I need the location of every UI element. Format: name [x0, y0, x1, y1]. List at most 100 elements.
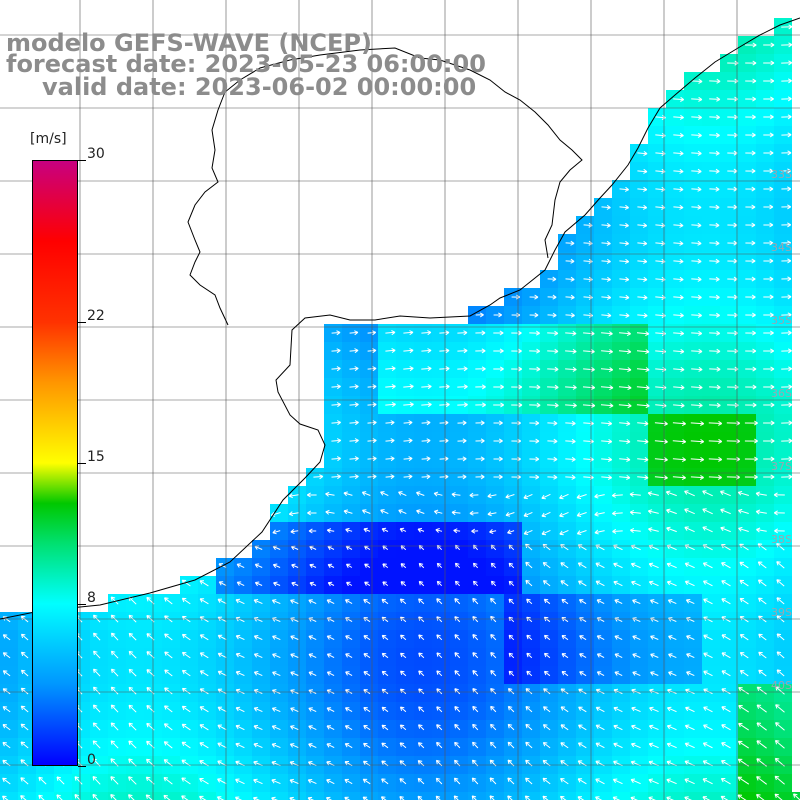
wind-arrow: [181, 705, 191, 713]
wind-arrow: [381, 527, 389, 533]
wind-arrow: [763, 114, 774, 120]
wind-arrow: [618, 349, 632, 355]
wind-arrow: [399, 778, 407, 785]
wind-speed-cell: [702, 792, 720, 800]
wind-arrow: [648, 742, 659, 749]
wind-arrow: [490, 670, 497, 677]
wind-arrow: [128, 794, 135, 800]
wind-arrow: [290, 653, 299, 658]
wind-arrow: [421, 474, 431, 480]
wind-arrow: [253, 742, 263, 749]
wind-arrow: [756, 722, 767, 731]
wind-arrow: [673, 114, 684, 120]
wind-arrow: [475, 384, 486, 390]
wind-arrow: [727, 366, 739, 372]
wind-arrow: [619, 204, 629, 210]
wind-arrow: [363, 527, 371, 533]
wind-arrow: [471, 528, 479, 534]
wind-arrow: [756, 686, 767, 695]
wind-arrow: [709, 204, 720, 210]
wind-arrow: [637, 204, 648, 210]
wind-speed-cell: [504, 792, 522, 800]
wind-arrow: [128, 776, 137, 785]
wind-arrow: [763, 258, 774, 264]
wind-arrow: [164, 705, 173, 713]
wind-arrow: [579, 617, 587, 623]
wind-arrow: [349, 420, 359, 426]
title-valid-date: valid date: 2023-06-02 00:00:00: [42, 73, 477, 101]
wind-arrow: [92, 793, 99, 800]
wind-arrow: [560, 562, 569, 569]
wind-arrow: [542, 562, 551, 569]
wind-arrow: [163, 794, 171, 800]
wind-arrow: [2, 706, 11, 713]
wind-arrow: [629, 509, 641, 515]
wind-arrow: [727, 222, 738, 228]
wind-arrow: [702, 580, 713, 587]
wind-arrow: [454, 741, 461, 749]
wind-arrow: [691, 366, 703, 372]
wind-arrow: [493, 348, 504, 354]
wind-arrow: [217, 778, 227, 785]
wind-arrow: [632, 653, 641, 659]
wind-arrow: [381, 688, 389, 695]
wind-arrow: [582, 402, 596, 408]
wind-arrow: [708, 474, 722, 480]
wind-arrow: [490, 597, 497, 605]
wind-speed-cell: [0, 792, 18, 800]
wind-arrow: [709, 258, 720, 264]
wind-arrow: [578, 599, 587, 605]
wind-arrow: [594, 529, 605, 535]
wind-arrow: [525, 777, 533, 785]
wind-arrow: [666, 526, 677, 533]
colorbar-tick-mark: [78, 766, 86, 767]
wind-arrow: [235, 652, 245, 659]
wind-arrow: [547, 384, 559, 390]
wind-arrow: [667, 617, 677, 623]
wind-arrow: [454, 652, 461, 659]
wind-arrow: [493, 456, 503, 462]
wind-arrow: [493, 420, 503, 426]
wind-arrow: [709, 114, 720, 120]
wind-arrow: [727, 60, 739, 66]
wind-arrow: [331, 474, 341, 480]
wind-arrow: [654, 475, 668, 481]
wind-arrow: [110, 776, 119, 785]
wind-arrow: [457, 384, 468, 390]
wind-arrow: [542, 795, 549, 800]
wind-arrow: [727, 348, 739, 354]
wind-arrow: [684, 742, 695, 749]
wind-speed-cell: [108, 792, 126, 800]
wind-arrow: [164, 597, 173, 605]
wind-arrow: [487, 511, 497, 517]
wind-arrow: [561, 635, 569, 641]
wind-arrow: [418, 580, 425, 587]
wind-arrow: [181, 741, 191, 749]
wind-arrow: [20, 705, 29, 713]
wind-arrow: [668, 653, 677, 659]
wind-arrow: [524, 795, 531, 800]
wind-arrow: [650, 653, 659, 658]
wind-arrow: [631, 724, 641, 731]
wind-arrow: [490, 562, 497, 569]
wind-arrow: [781, 222, 792, 228]
wind-arrow: [614, 671, 623, 677]
wind-arrow: [745, 150, 756, 156]
wind-arrow: [508, 598, 515, 605]
wind-arrow: [363, 671, 371, 677]
wind-arrow: [738, 526, 749, 532]
wind-speed-cell: [324, 792, 342, 800]
wind-arrow: [453, 777, 461, 785]
wind-arrow: [636, 349, 650, 355]
wind-arrow: [475, 438, 485, 444]
wind-arrow: [684, 508, 695, 515]
wind-arrow: [614, 653, 623, 659]
wind-arrow: [523, 511, 533, 517]
wind-arrow: [703, 724, 713, 731]
wind-arrow: [288, 493, 299, 499]
wind-arrow: [619, 276, 630, 282]
wind-arrow: [630, 562, 641, 569]
wind-arrow: [288, 511, 299, 517]
wind-arrow: [720, 526, 731, 533]
wind-speed-cell: [90, 792, 108, 800]
